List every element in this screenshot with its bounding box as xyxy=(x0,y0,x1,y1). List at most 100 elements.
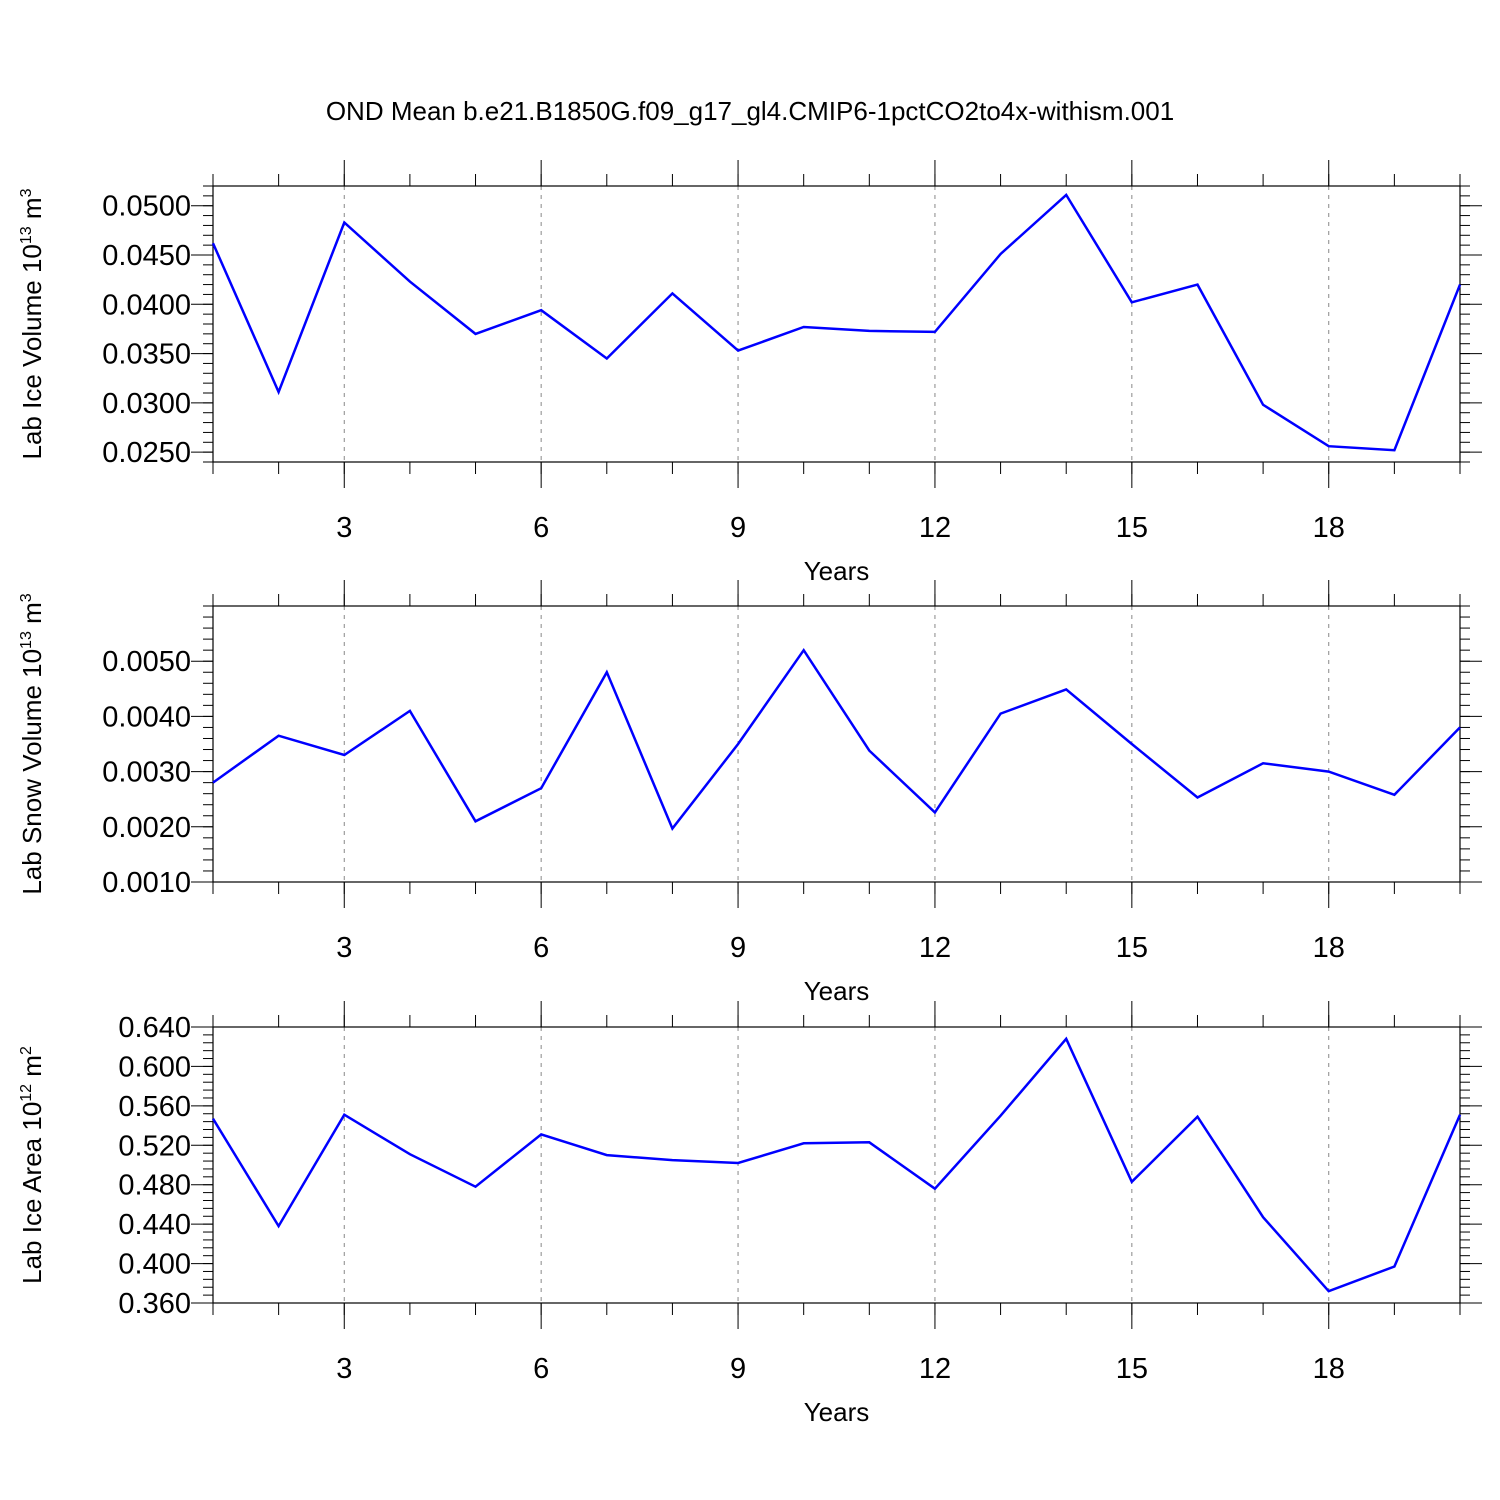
data-point xyxy=(342,753,346,757)
y-tick-label: 0.0020 xyxy=(102,812,191,844)
x-tick-label: 12 xyxy=(919,512,951,544)
data-point xyxy=(1261,1215,1265,1219)
data-point xyxy=(474,1185,478,1189)
data-point xyxy=(211,1117,215,1121)
data-point xyxy=(1261,403,1265,407)
data-point xyxy=(211,781,215,785)
y-tick-label: 0.0350 xyxy=(102,339,191,371)
data-point xyxy=(474,819,478,823)
y-tick-label: 0.0250 xyxy=(102,437,191,469)
data-point xyxy=(802,1141,806,1145)
y-tick-label: 0.0010 xyxy=(102,867,191,899)
data-point xyxy=(1261,761,1265,765)
plot-panel-1: 3 6 9 12 15 18 0.0250 0.0300 0.0350 0.0400 0.0450 0… xyxy=(17,160,1482,586)
data-point xyxy=(1458,1113,1462,1117)
data-point xyxy=(1195,796,1199,800)
y-axis-label: Lab Snow Volume 1013 m3 xyxy=(17,593,47,894)
data-point xyxy=(1327,770,1331,774)
data-point xyxy=(539,1132,543,1136)
data-point xyxy=(999,1114,1003,1118)
data-point xyxy=(933,330,937,334)
y-tick-label: 0.0040 xyxy=(102,701,191,733)
x-tick-label: 6 xyxy=(533,512,549,544)
data-point xyxy=(802,648,806,652)
plot-panel-3: 3 6 9 12 15 18 0.360 0.400 0.440 0.480 0.520 0.560 0… xyxy=(17,1001,1482,1427)
x-tick-label: 12 xyxy=(919,1353,951,1385)
data-point xyxy=(539,308,543,312)
y-tick-label: 0.440 xyxy=(118,1209,191,1241)
x-tick-label: 15 xyxy=(1116,932,1148,964)
x-tick-label: 18 xyxy=(1313,932,1345,964)
chart-title: OND Mean b.e21.B1850G.f09_g17_gl4.CMIP6-… xyxy=(325,96,1175,126)
data-point xyxy=(408,1152,412,1156)
data-point xyxy=(1458,283,1462,287)
x-tick-label: 18 xyxy=(1313,1353,1345,1385)
data-point xyxy=(736,742,740,746)
plot-frame xyxy=(212,605,1461,883)
data-point xyxy=(1195,1115,1199,1119)
data-point xyxy=(1458,725,1462,729)
data-point xyxy=(277,1224,281,1228)
plot-frame xyxy=(212,185,1461,463)
data-point xyxy=(605,1153,609,1157)
data-point xyxy=(1195,283,1199,287)
data-point xyxy=(867,329,871,333)
x-tick-label: 3 xyxy=(336,1353,352,1385)
data-point xyxy=(736,1161,740,1165)
data-point xyxy=(1392,1265,1396,1269)
data-point xyxy=(670,826,674,830)
y-tick-label: 0.520 xyxy=(118,1130,191,1162)
data-point xyxy=(211,241,215,245)
x-tick-label: 15 xyxy=(1116,1353,1148,1385)
data-point xyxy=(802,325,806,329)
x-axis-label: Years xyxy=(804,1397,870,1427)
data-point xyxy=(277,390,281,394)
series-line xyxy=(211,192,1462,452)
x-tick-label: 9 xyxy=(730,932,746,964)
y-tick-label: 0.0030 xyxy=(102,757,191,789)
data-point xyxy=(605,357,609,361)
data-point xyxy=(1064,193,1068,197)
data-point xyxy=(867,1140,871,1144)
y-tick-label: 0.480 xyxy=(118,1170,191,1202)
x-tick-label: 15 xyxy=(1116,512,1148,544)
x-tick-label: 18 xyxy=(1313,512,1345,544)
y-tick-label: 0.640 xyxy=(118,1012,191,1044)
x-tick-label: 12 xyxy=(919,932,951,964)
data-point xyxy=(1327,1289,1331,1293)
x-tick-label: 9 xyxy=(730,512,746,544)
data-point xyxy=(342,220,346,224)
data-point xyxy=(670,291,674,295)
data-point xyxy=(670,1158,674,1162)
data-point xyxy=(1392,793,1396,797)
x-axis-label: Years xyxy=(804,976,870,1006)
y-tick-label: 0.400 xyxy=(118,1249,191,1281)
y-tick-label: 0.0400 xyxy=(102,289,191,321)
data-point xyxy=(933,810,937,814)
plot-frame xyxy=(212,1026,1461,1304)
data-point xyxy=(736,349,740,353)
x-tick-label: 3 xyxy=(336,932,352,964)
data-point xyxy=(342,1113,346,1117)
data-point xyxy=(1064,687,1068,691)
y-axis-label: Lab Ice Volume 1013 m3 xyxy=(17,188,47,459)
data-point xyxy=(1130,1180,1134,1184)
data-point xyxy=(1130,742,1134,746)
y-tick-label: 0.0500 xyxy=(102,191,191,223)
plot-panel-2: 3 6 9 12 15 18 0.0010 0.0020 0.0030 0.0040 0.0050 Y… xyxy=(17,580,1482,1006)
data-point xyxy=(605,670,609,674)
data-point xyxy=(999,712,1003,716)
y-tick-label: 0.560 xyxy=(118,1091,191,1123)
data-point xyxy=(933,1187,937,1191)
y-axis-label: Lab Ice Area 1012 m2 xyxy=(17,1046,47,1284)
x-tick-label: 9 xyxy=(730,1353,746,1385)
x-tick-label: 6 xyxy=(533,1353,549,1385)
data-point xyxy=(1327,444,1331,448)
y-tick-label: 0.0050 xyxy=(102,646,191,678)
data-point xyxy=(408,709,412,713)
y-tick-label: 0.0300 xyxy=(102,388,191,420)
y-tick-label: 0.0450 xyxy=(102,240,191,272)
data-point xyxy=(999,252,1003,256)
x-tick-label: 3 xyxy=(336,512,352,544)
data-point xyxy=(539,786,543,790)
